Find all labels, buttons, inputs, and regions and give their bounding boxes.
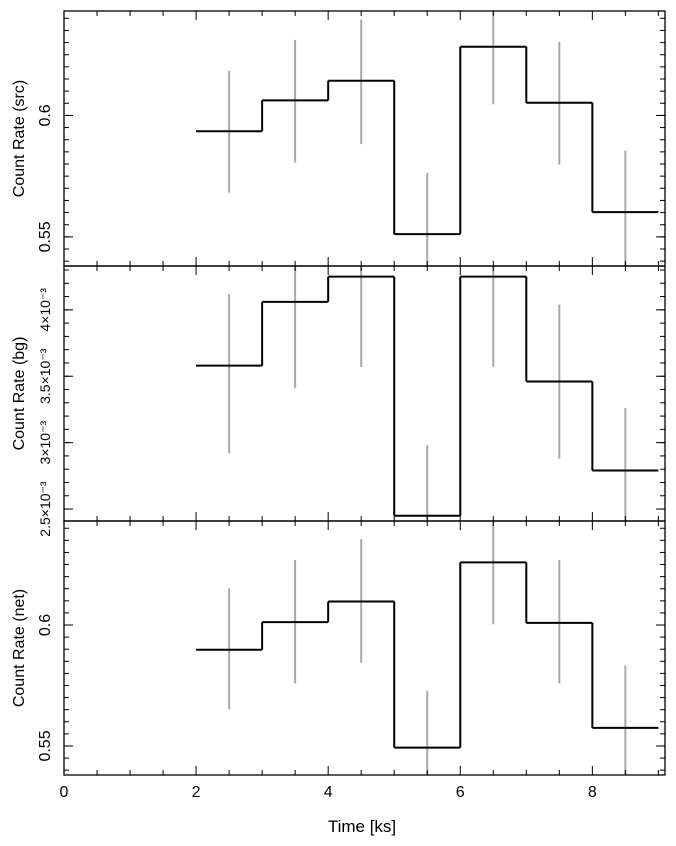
x-tick-label: 0 (60, 784, 69, 801)
x-axis-title: Time [ks] (328, 817, 396, 836)
y-tick-label: 0.6 (37, 104, 54, 126)
panel-frame (63, 10, 666, 267)
y-axis-title: Count Rate (src) (11, 80, 28, 197)
panel-frame (63, 265, 666, 522)
panel-1: 0.55 0.6 Count Rate (src) (11, 10, 666, 267)
panel-3: 0.55 0.6 Count Rate (net) 0 2 4 6 8 Time [ks] (11, 520, 666, 836)
y-tick-label: 0.6 (37, 614, 54, 636)
y-tick-label: 0.55 (37, 730, 54, 761)
x-tick-label: 4 (324, 784, 333, 801)
panel-2: 2.5×10⁻³ 3×10⁻³ 3.5×10⁻³ 4×10⁻³ Count Rate (… (11, 265, 666, 537)
panels: 0.55 0.6 Count Rate (src) 2.5×10⁻³ 3×10⁻³ 3.5… (11, 10, 666, 836)
y-tick-label: 3×10⁻³ (37, 421, 53, 465)
panel-frame (63, 520, 666, 776)
y-tick-label: 0.55 (37, 221, 54, 252)
x-tick-label: 2 (192, 784, 201, 801)
x-tick-label: 6 (456, 784, 465, 801)
y-tick-label: 3.5×10⁻³ (37, 348, 53, 404)
y-tick-label: 2.5×10⁻³ (37, 481, 53, 537)
y-axis-title: Count Rate (bg) (11, 337, 28, 451)
y-tick-label: 4×10⁻³ (37, 288, 53, 332)
x-tick-label: 8 (588, 784, 597, 801)
y-axis-title: Count Rate (net) (11, 589, 28, 707)
